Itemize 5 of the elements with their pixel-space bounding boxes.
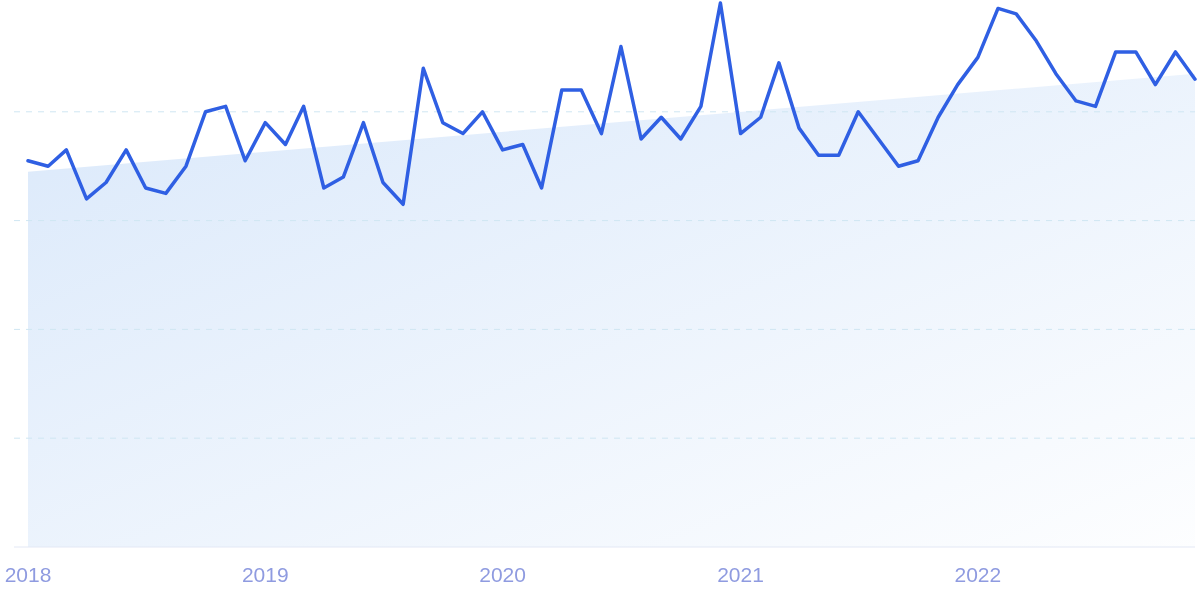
x-tick-label: 2022 [954, 563, 1002, 586]
x-tick-label: 2020 [479, 563, 526, 586]
x-tick-label: 2019 [241, 563, 289, 586]
x-tick-label: 2021 [717, 563, 764, 586]
x-tick-label: 2018 [4, 563, 52, 586]
